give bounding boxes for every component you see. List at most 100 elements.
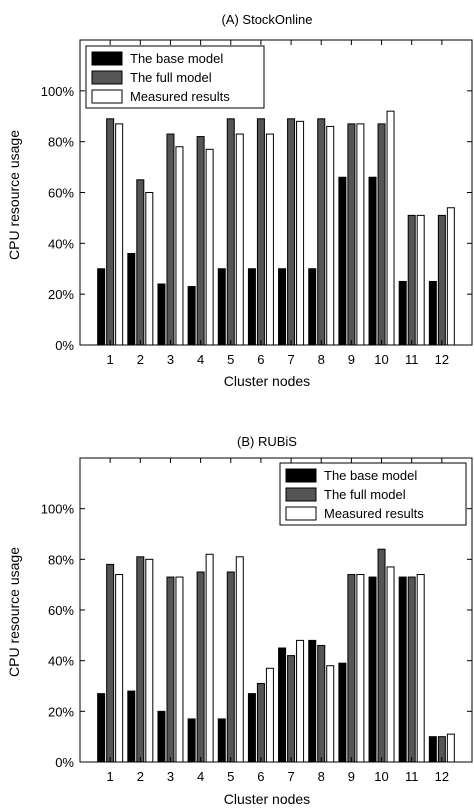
bar-full-model bbox=[196, 571, 205, 763]
y-axis-label: CPU resource usage bbox=[6, 547, 22, 677]
bar-base-model bbox=[308, 268, 317, 346]
bar-base-model bbox=[428, 736, 437, 763]
bar-measured bbox=[205, 553, 214, 763]
bar-measured bbox=[296, 639, 305, 763]
bar-full-model bbox=[256, 682, 265, 763]
legend-label: Measured results bbox=[324, 506, 424, 521]
x-tick-label: 8 bbox=[318, 769, 325, 784]
legend-swatch bbox=[285, 468, 317, 483]
bar-base-model bbox=[278, 647, 287, 763]
legend-label: The full model bbox=[130, 70, 212, 85]
x-tick-label: 12 bbox=[435, 769, 449, 784]
x-tick-label: 8 bbox=[318, 352, 325, 367]
bar-measured bbox=[235, 133, 244, 346]
bar-base-model bbox=[398, 280, 407, 346]
x-tick-label: 7 bbox=[287, 352, 294, 367]
plot-frame bbox=[79, 457, 473, 763]
bar-measured bbox=[356, 574, 365, 763]
bar-full-model bbox=[317, 118, 326, 346]
y-tick-label: 0% bbox=[55, 755, 74, 770]
bar-base-model bbox=[217, 268, 226, 346]
y-tick-label: 100% bbox=[41, 502, 75, 517]
bar-measured bbox=[386, 566, 395, 763]
x-tick-label: 5 bbox=[227, 769, 234, 784]
y-axis-label: CPU resource usage bbox=[6, 130, 22, 260]
bar-measured bbox=[416, 574, 425, 763]
bar-full-model bbox=[317, 644, 326, 763]
bar-base-model bbox=[278, 268, 287, 346]
bar-full-model bbox=[407, 214, 416, 346]
bar-base-model bbox=[308, 639, 317, 763]
bar-base-model bbox=[428, 280, 437, 346]
bar-base-model bbox=[157, 283, 166, 346]
x-tick-label: 11 bbox=[405, 352, 419, 367]
y-tick-label: 100% bbox=[41, 84, 75, 99]
x-tick-label: 1 bbox=[107, 352, 114, 367]
x-tick-label: 4 bbox=[197, 352, 204, 367]
x-tick-label: 10 bbox=[374, 352, 388, 367]
x-tick-label: 9 bbox=[348, 352, 355, 367]
bar-full-model bbox=[136, 556, 145, 763]
bar-full-model bbox=[106, 118, 115, 346]
legend-swatch bbox=[91, 70, 123, 85]
x-tick-label: 4 bbox=[197, 769, 204, 784]
legend-label: The base model bbox=[130, 51, 223, 66]
legend-swatch bbox=[285, 487, 317, 502]
bar-full-model bbox=[437, 214, 446, 346]
bar-base-model bbox=[187, 718, 196, 763]
bar-base-model bbox=[247, 693, 256, 763]
x-tick-label: 11 bbox=[405, 769, 419, 784]
x-tick-label: 2 bbox=[137, 352, 144, 367]
bar-full-model bbox=[287, 655, 296, 763]
x-tick-label: 10 bbox=[374, 769, 388, 784]
bar-measured bbox=[265, 667, 274, 763]
bar-measured bbox=[326, 665, 335, 763]
bar-base-model bbox=[97, 693, 106, 763]
bar-measured bbox=[265, 133, 274, 346]
bar-measured bbox=[205, 148, 214, 346]
bar-full-model bbox=[377, 548, 386, 763]
legend-swatch bbox=[285, 506, 317, 521]
bar-full-model bbox=[136, 179, 145, 346]
bar-measured bbox=[145, 558, 154, 763]
chart-title: (A) StockOnline bbox=[221, 12, 312, 27]
bar-measured bbox=[356, 123, 365, 346]
legend-swatch bbox=[91, 89, 123, 104]
x-axis-label: Cluster nodes bbox=[224, 373, 310, 389]
bar-base-model bbox=[97, 268, 106, 346]
bar-full-model bbox=[287, 118, 296, 346]
bar-measured bbox=[115, 123, 124, 346]
bar-full-model bbox=[256, 118, 265, 346]
x-tick-label: 3 bbox=[167, 352, 174, 367]
x-tick-label: 6 bbox=[257, 769, 264, 784]
bar-measured bbox=[175, 146, 184, 346]
panel-stockonline: (A) StockOnline Cluster nodes CPU resour… bbox=[6, 12, 473, 389]
bar-full-model bbox=[166, 133, 175, 346]
bar-base-model bbox=[127, 690, 136, 763]
bar-measured bbox=[446, 207, 455, 346]
bar-full-model bbox=[166, 576, 175, 763]
legend-label: The full model bbox=[324, 487, 406, 502]
bar-measured bbox=[326, 125, 335, 346]
bar-base-model bbox=[187, 286, 196, 346]
bar-base-model bbox=[368, 176, 377, 346]
y-tick-label: 60% bbox=[48, 603, 74, 618]
bar-measured bbox=[296, 120, 305, 346]
x-tick-label: 9 bbox=[348, 769, 355, 784]
bar-measured bbox=[416, 214, 425, 346]
bar-base-model bbox=[127, 253, 136, 346]
bar-base-model bbox=[338, 176, 347, 346]
x-axis-label: Cluster nodes bbox=[224, 791, 310, 807]
y-tick-label: 80% bbox=[48, 135, 74, 150]
y-tick-label: 20% bbox=[48, 287, 74, 302]
x-tick-label: 12 bbox=[435, 352, 449, 367]
bar-measured bbox=[235, 556, 244, 763]
bar-base-model bbox=[247, 268, 256, 346]
bar-full-model bbox=[347, 123, 356, 346]
bar-measured bbox=[446, 733, 455, 763]
legend-swatch bbox=[91, 51, 123, 66]
bar-base-model bbox=[217, 718, 226, 763]
y-tick-label: 40% bbox=[48, 236, 74, 251]
x-tick-label: 6 bbox=[257, 352, 264, 367]
